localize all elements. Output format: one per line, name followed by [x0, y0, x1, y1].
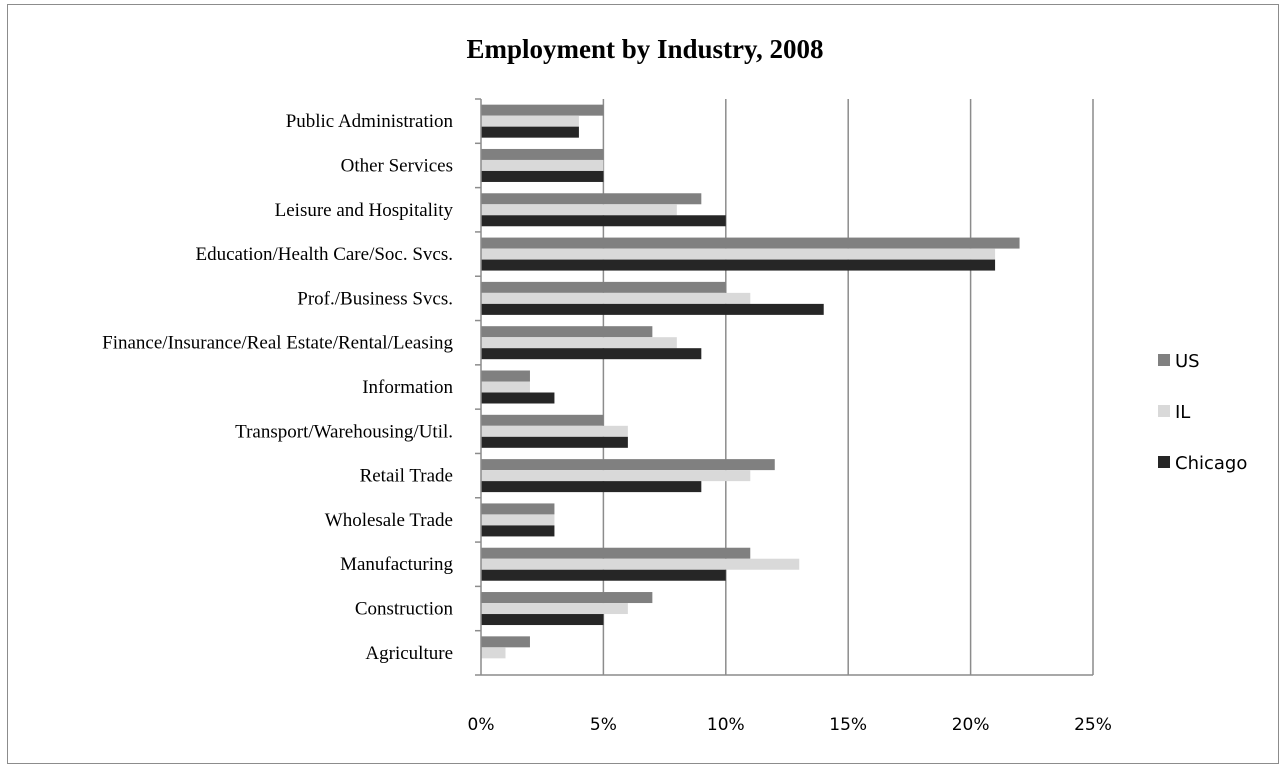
- category-label: Public Administration: [286, 111, 454, 132]
- legend-label-us: US: [1175, 351, 1200, 372]
- bar-il-5: [481, 337, 677, 349]
- bar-il-10: [481, 558, 800, 570]
- bars: [481, 104, 1020, 659]
- legend-swatch-il: [1158, 405, 1170, 417]
- x-tick-label: 15%: [829, 715, 867, 735]
- bar-chicago-5: [481, 348, 702, 360]
- bar-il-2: [481, 204, 677, 216]
- axis: [475, 98, 1093, 676]
- bar-il-9: [481, 514, 555, 526]
- legend-swatch-us: [1158, 354, 1170, 366]
- category-label: Other Services: [341, 155, 453, 176]
- bar-us-8: [481, 459, 775, 471]
- chart-title: Employment by Industry, 2008: [466, 34, 824, 64]
- bar-il-8: [481, 470, 751, 482]
- bar-us-12: [481, 636, 530, 648]
- bar-chicago-3: [481, 259, 996, 271]
- gridlines: [602, 99, 1094, 675]
- bar-us-2: [481, 193, 702, 205]
- bar-chicago-2: [481, 215, 726, 227]
- chart-frame: [7, 4, 1279, 764]
- legend-label-il: IL: [1175, 402, 1190, 423]
- bar-chicago-0: [481, 126, 579, 138]
- category-label: Construction: [355, 599, 454, 620]
- category-label: Agriculture: [365, 643, 453, 664]
- x-tick-label: 20%: [952, 715, 990, 735]
- bar-chicago-4: [481, 303, 824, 315]
- category-label: Education/Health Care/Soc. Svcs.: [196, 244, 454, 265]
- bar-il-3: [481, 248, 996, 260]
- bar-il-6: [481, 381, 530, 393]
- bar-chicago-7: [481, 436, 628, 448]
- category-label: Transport/Warehousing/Util.: [235, 421, 453, 442]
- bar-il-11: [481, 603, 628, 615]
- bar-us-3: [481, 237, 1020, 249]
- category-label: Wholesale Trade: [325, 510, 453, 531]
- bar-chicago-1: [481, 170, 604, 182]
- x-tick-label: 5%: [590, 715, 617, 735]
- bar-chicago-8: [481, 481, 702, 493]
- bar-chicago-6: [481, 392, 555, 404]
- legend: US IL Chicago: [1158, 351, 1247, 474]
- bar-us-7: [481, 414, 604, 426]
- bar-il-4: [481, 292, 751, 304]
- bar-us-9: [481, 503, 555, 515]
- bar-us-5: [481, 326, 653, 338]
- x-tick-label: 0%: [468, 715, 495, 735]
- category-label: Manufacturing: [340, 554, 453, 575]
- x-tick-label: 25%: [1074, 715, 1112, 735]
- bar-il-1: [481, 159, 604, 171]
- x-tick-label: 10%: [707, 715, 745, 735]
- category-label: Retail Trade: [360, 466, 453, 487]
- x-tick-labels: 0% 5% 10% 15% 20% 25%: [468, 715, 1112, 735]
- bar-chicago-9: [481, 525, 555, 537]
- bar-il-7: [481, 425, 628, 437]
- category-label: Prof./Business Svcs.: [297, 288, 453, 309]
- bar-il-12: [481, 647, 506, 659]
- bar-us-1: [481, 148, 604, 160]
- bar-us-10: [481, 547, 751, 559]
- bar-us-4: [481, 281, 726, 293]
- bar-us-0: [481, 104, 604, 116]
- legend-label-chicago: Chicago: [1175, 453, 1247, 474]
- category-labels: Public Administration Other Services Leisu…: [102, 111, 453, 664]
- bar-us-6: [481, 370, 530, 382]
- category-label: Information: [362, 377, 453, 398]
- legend-swatch-chicago: [1158, 456, 1170, 468]
- category-label: Finance/Insurance/Real Estate/Rental/Lea…: [102, 333, 453, 354]
- bar-chicago-11: [481, 614, 604, 626]
- bar-chicago-10: [481, 569, 726, 581]
- category-label: Leisure and Hospitality: [275, 200, 454, 221]
- bar-il-0: [481, 115, 579, 127]
- bar-us-11: [481, 592, 653, 604]
